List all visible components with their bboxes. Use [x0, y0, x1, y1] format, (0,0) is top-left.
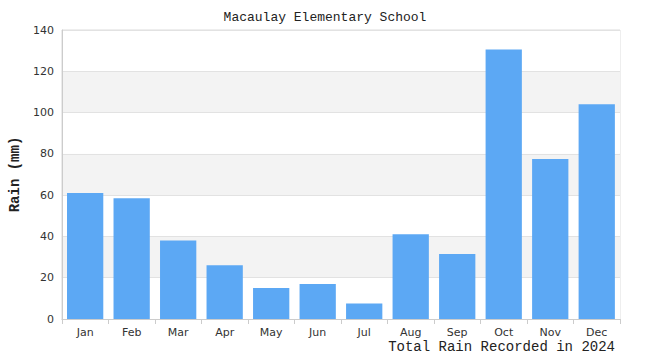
- svg-text:Feb: Feb: [122, 326, 141, 339]
- svg-text:120: 120: [33, 65, 54, 78]
- svg-text:Macaulay Elementary School: Macaulay Elementary School: [224, 10, 427, 25]
- svg-text:Jun: Jun: [308, 326, 326, 339]
- svg-text:Jul: Jul: [357, 326, 371, 339]
- svg-text:Total Rain Recorded in 2024: Total Rain Recorded in 2024: [388, 339, 615, 355]
- svg-text:Dec: Dec: [586, 326, 607, 339]
- svg-text:Aug: Aug: [400, 326, 421, 339]
- svg-text:Rain (mm): Rain (mm): [7, 137, 23, 213]
- svg-text:Nov: Nov: [540, 326, 562, 339]
- svg-text:100: 100: [33, 106, 54, 119]
- svg-text:60: 60: [40, 189, 54, 202]
- svg-text:0: 0: [47, 313, 54, 326]
- svg-text:Mar: Mar: [168, 326, 189, 339]
- svg-text:140: 140: [33, 24, 54, 37]
- svg-text:Oct: Oct: [494, 326, 514, 339]
- svg-text:20: 20: [40, 271, 54, 284]
- svg-text:80: 80: [40, 147, 54, 160]
- svg-text:Jan: Jan: [76, 326, 94, 339]
- svg-text:Sep: Sep: [447, 326, 468, 339]
- svg-text:May: May: [260, 326, 283, 339]
- svg-text:40: 40: [40, 230, 54, 243]
- svg-text:Apr: Apr: [215, 326, 235, 339]
